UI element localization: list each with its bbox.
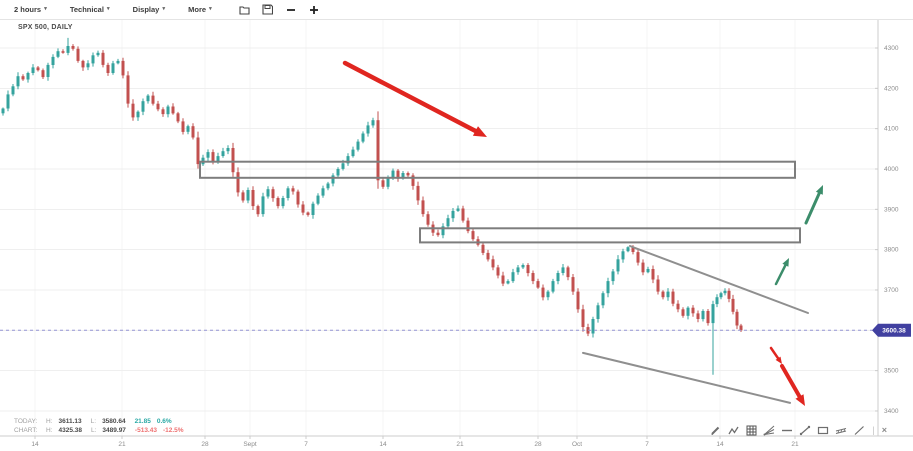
buy-arrow-small[interactable] [774, 262, 788, 286]
chevron-down-icon: ▾ [162, 5, 166, 12]
upper-channel-line[interactable] [629, 245, 809, 314]
y-axis-label: 3500 [884, 368, 899, 375]
sell-arrow-medium[interactable] [780, 364, 803, 401]
zoom-out-icon[interactable] [285, 4, 297, 16]
timeframe-label: 2 hours [14, 5, 42, 14]
status-panel: TODAY: H: 3611.13 L: 3580.64 21.85 0.6% … [14, 418, 184, 435]
grid-icon[interactable] [745, 424, 757, 436]
zoom-in-icon[interactable] [308, 4, 320, 16]
pencil-icon[interactable] [709, 424, 721, 436]
y-axis-label: 4100 [884, 126, 899, 133]
resistance-zone-2[interactable] [419, 227, 801, 244]
today-change-pct: 0.6% [156, 418, 172, 425]
hatch-channel-icon[interactable] [835, 424, 847, 436]
today-low-value: 3580.64 [102, 418, 126, 425]
buy-arrow-large[interactable] [804, 189, 822, 225]
rectangle-icon[interactable] [817, 424, 829, 436]
y-axis-label: 4200 [884, 85, 899, 92]
x-axis-label: 21 [791, 441, 799, 448]
close-icon[interactable]: × [881, 425, 887, 435]
x-axis-label: Oct [572, 441, 582, 448]
low-label: L: [91, 426, 97, 434]
x-axis-label: 7 [304, 441, 308, 448]
x-axis-label: 21 [456, 441, 464, 448]
toolbar-divider: | [872, 425, 875, 435]
display-menu[interactable]: Display ▾ [133, 5, 165, 14]
current-price-label: 3600.38 [882, 328, 906, 335]
sell-arrow-large-head[interactable] [472, 126, 487, 137]
current-price-tag [872, 323, 911, 337]
today-high-value: 3611.13 [58, 418, 82, 425]
chart-stats-row: CHART: H: 4325.38 L: 3489.97 -513.43 -12… [14, 427, 184, 436]
y-axis-label: 4000 [884, 166, 899, 173]
polyline-icon[interactable] [727, 424, 739, 436]
chart-change-value: -513.43 [134, 426, 157, 434]
candles [1, 37, 743, 375]
y-axis-label: 3700 [884, 287, 899, 294]
technical-label: Technical [69, 5, 104, 14]
sell-arrow-large[interactable] [342, 60, 480, 135]
y-axis-label: 4300 [884, 45, 899, 52]
timeframe-dropdown[interactable]: 2 hours ▾ [14, 5, 47, 14]
chevron-down-icon: ▾ [44, 5, 47, 12]
more-menu[interactable]: More ▾ [188, 5, 212, 14]
save-icon[interactable] [262, 4, 274, 16]
drawing-toolbar: | × [709, 424, 887, 436]
more-label: More [188, 5, 207, 14]
x-axis-label: 14 [716, 441, 724, 448]
ray-icon[interactable] [853, 424, 865, 436]
y-axis-label: 3900 [884, 206, 899, 213]
x-axis-label: 14 [379, 441, 387, 448]
chevron-down-icon: ▾ [106, 5, 110, 12]
x-axis-label: 28 [201, 441, 209, 448]
display-label: Display [132, 5, 160, 14]
high-label: H: [46, 418, 53, 425]
low-label: L: [90, 418, 97, 425]
technical-menu[interactable]: Technical ▾ [70, 5, 110, 14]
chart-title: SPX 500, DAILY [18, 24, 73, 31]
sell-arrow-medium-head[interactable] [795, 394, 806, 406]
today-change-value: 21.85 [134, 418, 151, 425]
x-axis-label: 14 [31, 441, 39, 448]
resistance-zone-1[interactable] [199, 160, 796, 179]
toolbar-icon-group [239, 4, 320, 16]
high-label: H: [46, 426, 53, 434]
chevron-down-icon: ▾ [209, 5, 212, 12]
y-axis-label: 3400 [884, 408, 899, 415]
x-axis-label: 7 [645, 441, 649, 448]
x-axis-label: 28 [534, 441, 542, 448]
y-axis-label: 3800 [884, 247, 899, 254]
chart-label: CHART: [14, 426, 38, 434]
today-stats-row: TODAY: H: 3611.13 L: 3580.64 21.85 0.6% [14, 418, 184, 427]
sell-arrow-small-head[interactable] [775, 356, 782, 364]
trend-line-icon[interactable] [799, 424, 811, 436]
fan-lines-icon[interactable] [763, 424, 775, 436]
chart-change-pct: -12.5% [162, 426, 184, 434]
today-label: TODAY: [14, 418, 38, 425]
chart-toolbar: 2 hours ▾ Technical ▾ Display ▾ More ▾ [0, 0, 913, 20]
horizontal-line-icon[interactable] [781, 424, 793, 436]
open-folder-icon[interactable] [239, 4, 251, 16]
chart-high-value: 4325.38 [58, 426, 83, 434]
buy-arrow-small-head[interactable] [782, 258, 789, 267]
chart-low-value: 3489.97 [102, 426, 126, 434]
x-axis-label: Sept [243, 441, 257, 448]
lower-channel-line[interactable] [582, 351, 791, 404]
sell-arrow-small[interactable] [769, 346, 781, 362]
buy-arrow-large-head[interactable] [815, 185, 823, 195]
x-axis-label: 21 [118, 441, 126, 448]
